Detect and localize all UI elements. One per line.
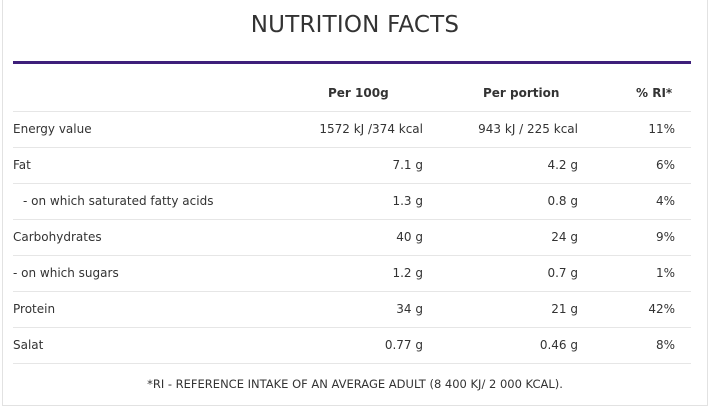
- table-row: Carbohydrates 40 g 24 g 9%: [13, 220, 691, 256]
- per-100g-value: 1.2 g: [392, 266, 423, 280]
- table-row: - on which saturated fatty acids 1.3 g 0…: [13, 184, 691, 220]
- table-row: - on which sugars 1.2 g 0.7 g 1%: [13, 256, 691, 292]
- nutrient-name: Energy value: [13, 122, 92, 136]
- per-100g-value: 1.3 g: [392, 194, 423, 208]
- per-portion-value: 24 g: [551, 230, 578, 244]
- ri-value: 1%: [655, 266, 675, 280]
- table-row: Fat 7.1 g 4.2 g 6%: [13, 148, 691, 184]
- per-100g-value: 7.1 g: [392, 158, 423, 172]
- ri-value: 42%: [648, 302, 675, 316]
- per-100g-value: 0.77 g: [384, 338, 423, 352]
- per-100g-value: 1572 kJ /374 kcal: [319, 122, 423, 136]
- nutrient-name: Protein: [13, 302, 56, 316]
- per-portion-value: 4.2 g: [547, 158, 578, 172]
- header-per-portion: Per portion: [483, 86, 560, 100]
- nutrition-panel: NUTRITION FACTS Per 100g Per portion % R…: [2, 0, 708, 406]
- ri-footnote: *RI - REFERENCE INTAKE OF AN AVERAGE ADU…: [147, 377, 563, 391]
- per-portion-value: 0.8 g: [547, 194, 578, 208]
- per-100g-value: 40 g: [396, 230, 423, 244]
- ri-value: 8%: [655, 338, 675, 352]
- nutrient-name: Fat: [13, 158, 31, 172]
- table-row: Energy value 1572 kJ /374 kcal 943 kJ / …: [13, 112, 691, 148]
- title-divider: [13, 61, 691, 64]
- nutrient-name: Salat: [13, 338, 44, 352]
- nutrient-name: - on which saturated fatty acids: [23, 194, 214, 208]
- nutrient-name: Carbohydrates: [13, 230, 102, 244]
- nutrient-name: - on which sugars: [13, 266, 119, 280]
- header-ri: % RI*: [636, 86, 673, 100]
- table-row: Protein 34 g 21 g 42%: [13, 292, 691, 328]
- ri-value: 4%: [655, 194, 675, 208]
- per-portion-value: 0.7 g: [547, 266, 578, 280]
- ri-value: 11%: [648, 122, 675, 136]
- ri-value: 6%: [655, 158, 675, 172]
- ri-value: 9%: [655, 230, 675, 244]
- page-title: NUTRITION FACTS: [250, 12, 460, 38]
- per-portion-value: 943 kJ / 225 kcal: [478, 122, 578, 136]
- table-header-row: Per 100g Per portion % RI*: [13, 76, 691, 112]
- per-portion-value: 21 g: [551, 302, 578, 316]
- per-100g-value: 34 g: [396, 302, 423, 316]
- nutrition-table: Per 100g Per portion % RI* Energy value …: [13, 76, 691, 364]
- per-portion-value: 0.46 g: [539, 338, 578, 352]
- table-row: Salat 0.77 g 0.46 g 8%: [13, 328, 691, 364]
- header-per-100g: Per 100g: [328, 86, 389, 100]
